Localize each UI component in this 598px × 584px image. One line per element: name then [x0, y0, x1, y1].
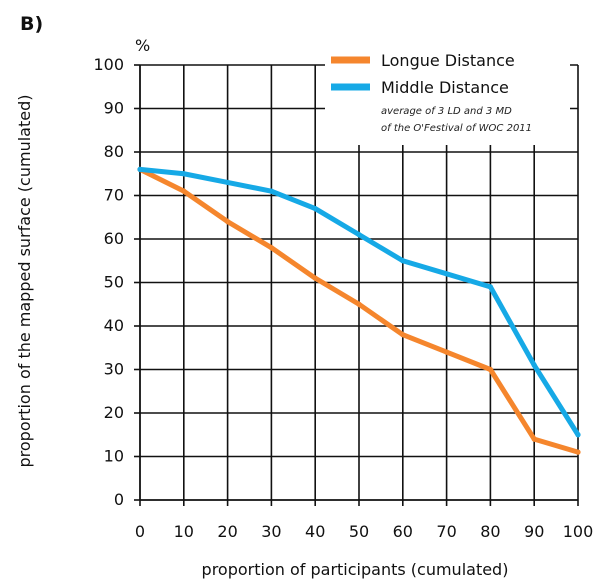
- series-0-point-3: [268, 245, 274, 251]
- y-tick-label-8: 80: [104, 142, 124, 161]
- y-tick-label-1: 10: [104, 447, 124, 466]
- series-1-point-9: [531, 362, 537, 368]
- series-0-point-6: [400, 332, 406, 338]
- series-1-point-5: [356, 232, 362, 238]
- x-tick-label-4: 40: [305, 522, 325, 541]
- series-0-point-4: [312, 275, 318, 281]
- x-tick-label-5: 50: [349, 522, 369, 541]
- panel-label: B): [20, 13, 43, 35]
- x-tick-label-10: 100: [563, 522, 594, 541]
- series-0-point-1: [181, 188, 187, 194]
- x-tick-label-0: 0: [135, 522, 145, 541]
- legend-label-1: Middle Distance: [381, 78, 509, 97]
- legend-note-line-0: average of 3 LD and 3 MD: [381, 106, 512, 117]
- y-tick-label-6: 60: [104, 229, 124, 248]
- x-tick-label-2: 20: [217, 522, 237, 541]
- y-tick-label-10: 100: [93, 55, 124, 74]
- series-0-point-7: [444, 349, 450, 355]
- series-0-point-10: [575, 449, 581, 455]
- series-0-point-9: [531, 436, 537, 442]
- y-axis-title: proportion of the mapped surface (cumula…: [15, 95, 34, 468]
- y-tick-label-9: 90: [104, 99, 124, 118]
- series-1-point-10: [575, 432, 581, 438]
- series-1-point-8: [487, 284, 493, 290]
- series-1-point-2: [225, 179, 231, 186]
- series-1-point-3: [268, 188, 274, 194]
- series-0-point-8: [487, 366, 493, 373]
- legend-label-0: Longue Distance: [381, 51, 515, 70]
- series-0-point-2: [225, 219, 231, 225]
- y-tick-label-3: 30: [104, 360, 124, 379]
- x-tick-label-1: 10: [174, 522, 194, 541]
- series-0-point-5: [356, 301, 362, 307]
- series-1-point-4: [312, 205, 318, 212]
- y-tick-label-4: 40: [104, 316, 124, 335]
- legend-note-line-1: of the O'Festival of WOC 2011: [381, 123, 532, 134]
- x-axis-title: proportion of participants (cumulated): [202, 560, 509, 579]
- y-tick-label-0: 0: [114, 490, 124, 509]
- tick-layer: 0 10 20 30 40 50 60 70 80 90 100 0 10 20 30 40 50 60 70 80 9…: [93, 55, 593, 541]
- x-tick-label-7: 70: [436, 522, 456, 541]
- x-tick-label-9: 90: [524, 522, 544, 541]
- series-layer: [137, 166, 581, 455]
- x-tick-label-8: 80: [480, 522, 500, 541]
- series-1-point-6: [400, 258, 406, 264]
- y-tick-label-7: 70: [104, 186, 124, 205]
- series-1-point-0: [137, 166, 143, 172]
- y-tick-label-5: 50: [104, 273, 124, 292]
- legend: Longue Distance Middle Distance average of…: [325, 42, 570, 145]
- y-tick-label-2: 20: [104, 403, 124, 422]
- series-1-point-7: [444, 271, 450, 277]
- x-tick-label-6: 60: [393, 522, 413, 541]
- x-tick-label-3: 30: [261, 522, 281, 541]
- series-1-point-1: [181, 171, 187, 177]
- y-unit-label: %: [135, 36, 150, 55]
